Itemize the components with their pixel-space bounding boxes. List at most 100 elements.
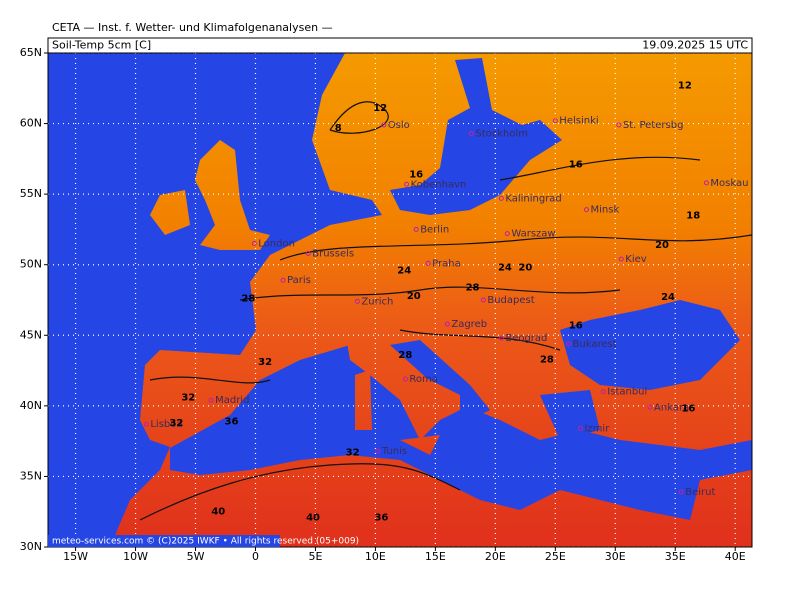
y-tick-label: 40N [20, 399, 42, 412]
ireland [150, 190, 190, 235]
city-label: Moskau [710, 178, 748, 189]
y-tick-label: 60N [20, 117, 42, 130]
contour-label: 40 [211, 507, 225, 518]
city-label: St. Petersbg [623, 120, 684, 131]
contour-line [149, 329, 561, 384]
contour-label: 36 [225, 416, 239, 427]
atlantic [48, 53, 382, 547]
contour-label: 8 [335, 123, 342, 134]
x-tick-label: 5E [308, 550, 322, 563]
map-labels: Oslo Stockholm Helsinki St. Petersbg Kobenha… [143, 80, 748, 523]
city-marker [703, 180, 709, 186]
contour-label: 28 [540, 354, 554, 365]
footer-box [48, 535, 280, 547]
city-marker [208, 397, 214, 403]
city-label: Zurich [361, 296, 393, 307]
x-tick-label: 15W [63, 550, 88, 563]
contour-label: 28 [398, 350, 412, 361]
contour-label: 36 [374, 512, 388, 523]
y-tick-label: 45N [20, 328, 42, 341]
panel-title: Soil-Temp 5cm [C] [52, 39, 151, 52]
city-marker [468, 130, 474, 136]
city-label: Istanbul [607, 387, 647, 398]
city-marker [280, 277, 286, 283]
contour-label: 20 [518, 263, 532, 274]
contour-line [139, 463, 461, 521]
contour-label: 32 [169, 418, 183, 429]
contour-label: 16 [569, 160, 583, 171]
city-marker [577, 425, 583, 431]
axes: 15W 10W 5W 0 5E 10E 15E 20E 25E 30E 35E 40E 30N 35N 40… [20, 46, 746, 563]
contour-line [499, 156, 701, 181]
city-label: Bukarest [573, 339, 617, 350]
city-marker [647, 404, 653, 410]
contour-label: 12 [373, 103, 387, 114]
contour-label: 12 [678, 80, 692, 91]
contour-label: 20 [655, 240, 669, 251]
city-label: Lisboa [150, 419, 182, 430]
city-marker [678, 489, 684, 495]
city-marker [618, 256, 624, 262]
city-marker [375, 448, 381, 454]
city-marker [444, 321, 450, 327]
city-marker [600, 389, 606, 395]
city-marker [498, 195, 504, 201]
city-label: Minsk [590, 205, 619, 216]
y-tick-label: 35N [20, 469, 42, 482]
x-tick-label: 15E [425, 550, 446, 563]
city-marker [251, 241, 257, 247]
city-label: Madrid [215, 395, 249, 406]
contour-label: 24 [397, 265, 411, 276]
city-label: Kiev [625, 254, 646, 265]
x-tick-label: 20E [485, 550, 506, 563]
city-label: Roma [409, 374, 438, 385]
city-label: Stockholm [475, 128, 528, 139]
city-marker [354, 298, 360, 304]
city-marker [480, 297, 486, 303]
city-label: Kobenhavn [411, 179, 467, 190]
contour-label: 18 [686, 210, 700, 221]
aegean [540, 390, 600, 440]
contour-label: 24 [498, 263, 512, 274]
city-marker [498, 335, 504, 341]
city-marker [402, 376, 408, 382]
city-marker [616, 122, 622, 128]
y-tick-label: 50N [20, 258, 42, 271]
footer: meteo-services.com © (C)2025 IWKF • All … [52, 537, 359, 547]
y-tick-label: 30N [20, 540, 42, 553]
contour-label: 28 [241, 294, 255, 305]
city-label: Zagreb [451, 319, 487, 330]
city-marker [404, 181, 410, 187]
great-britain [195, 140, 270, 250]
city-marker [552, 118, 558, 124]
contour-label: 20 [407, 291, 421, 302]
x-tick-label: 5W [187, 550, 205, 563]
contour-label: 32 [258, 357, 272, 368]
city-marker [143, 421, 149, 427]
adriatic [390, 340, 490, 420]
city-marker [566, 341, 572, 347]
city-marker [425, 260, 431, 266]
city-label: Kaliningrad [505, 193, 561, 204]
city-label: Berlin [420, 224, 449, 235]
city-marker [413, 226, 419, 232]
y-tick-label: 55N [20, 187, 42, 200]
black-sea [560, 300, 740, 390]
city-marker [504, 231, 510, 237]
x-tick-label: 10E [365, 550, 386, 563]
city-label: Ankara [654, 402, 689, 413]
city-label: Beirut [685, 487, 715, 498]
contour-line [279, 234, 752, 261]
city-label: Budapest [487, 295, 534, 306]
city-label: Warszaw [511, 229, 555, 240]
baltic [390, 58, 562, 215]
city-label: Brussels [312, 248, 354, 259]
contour-line [239, 286, 621, 301]
city-label: Beograd [505, 333, 547, 344]
sicily [400, 435, 440, 455]
header: CETA — Inst. f. Wetter- und Klimafolgena… [52, 21, 333, 34]
contour-label: 32 [181, 392, 195, 403]
x-tick-label: 30E [605, 550, 626, 563]
